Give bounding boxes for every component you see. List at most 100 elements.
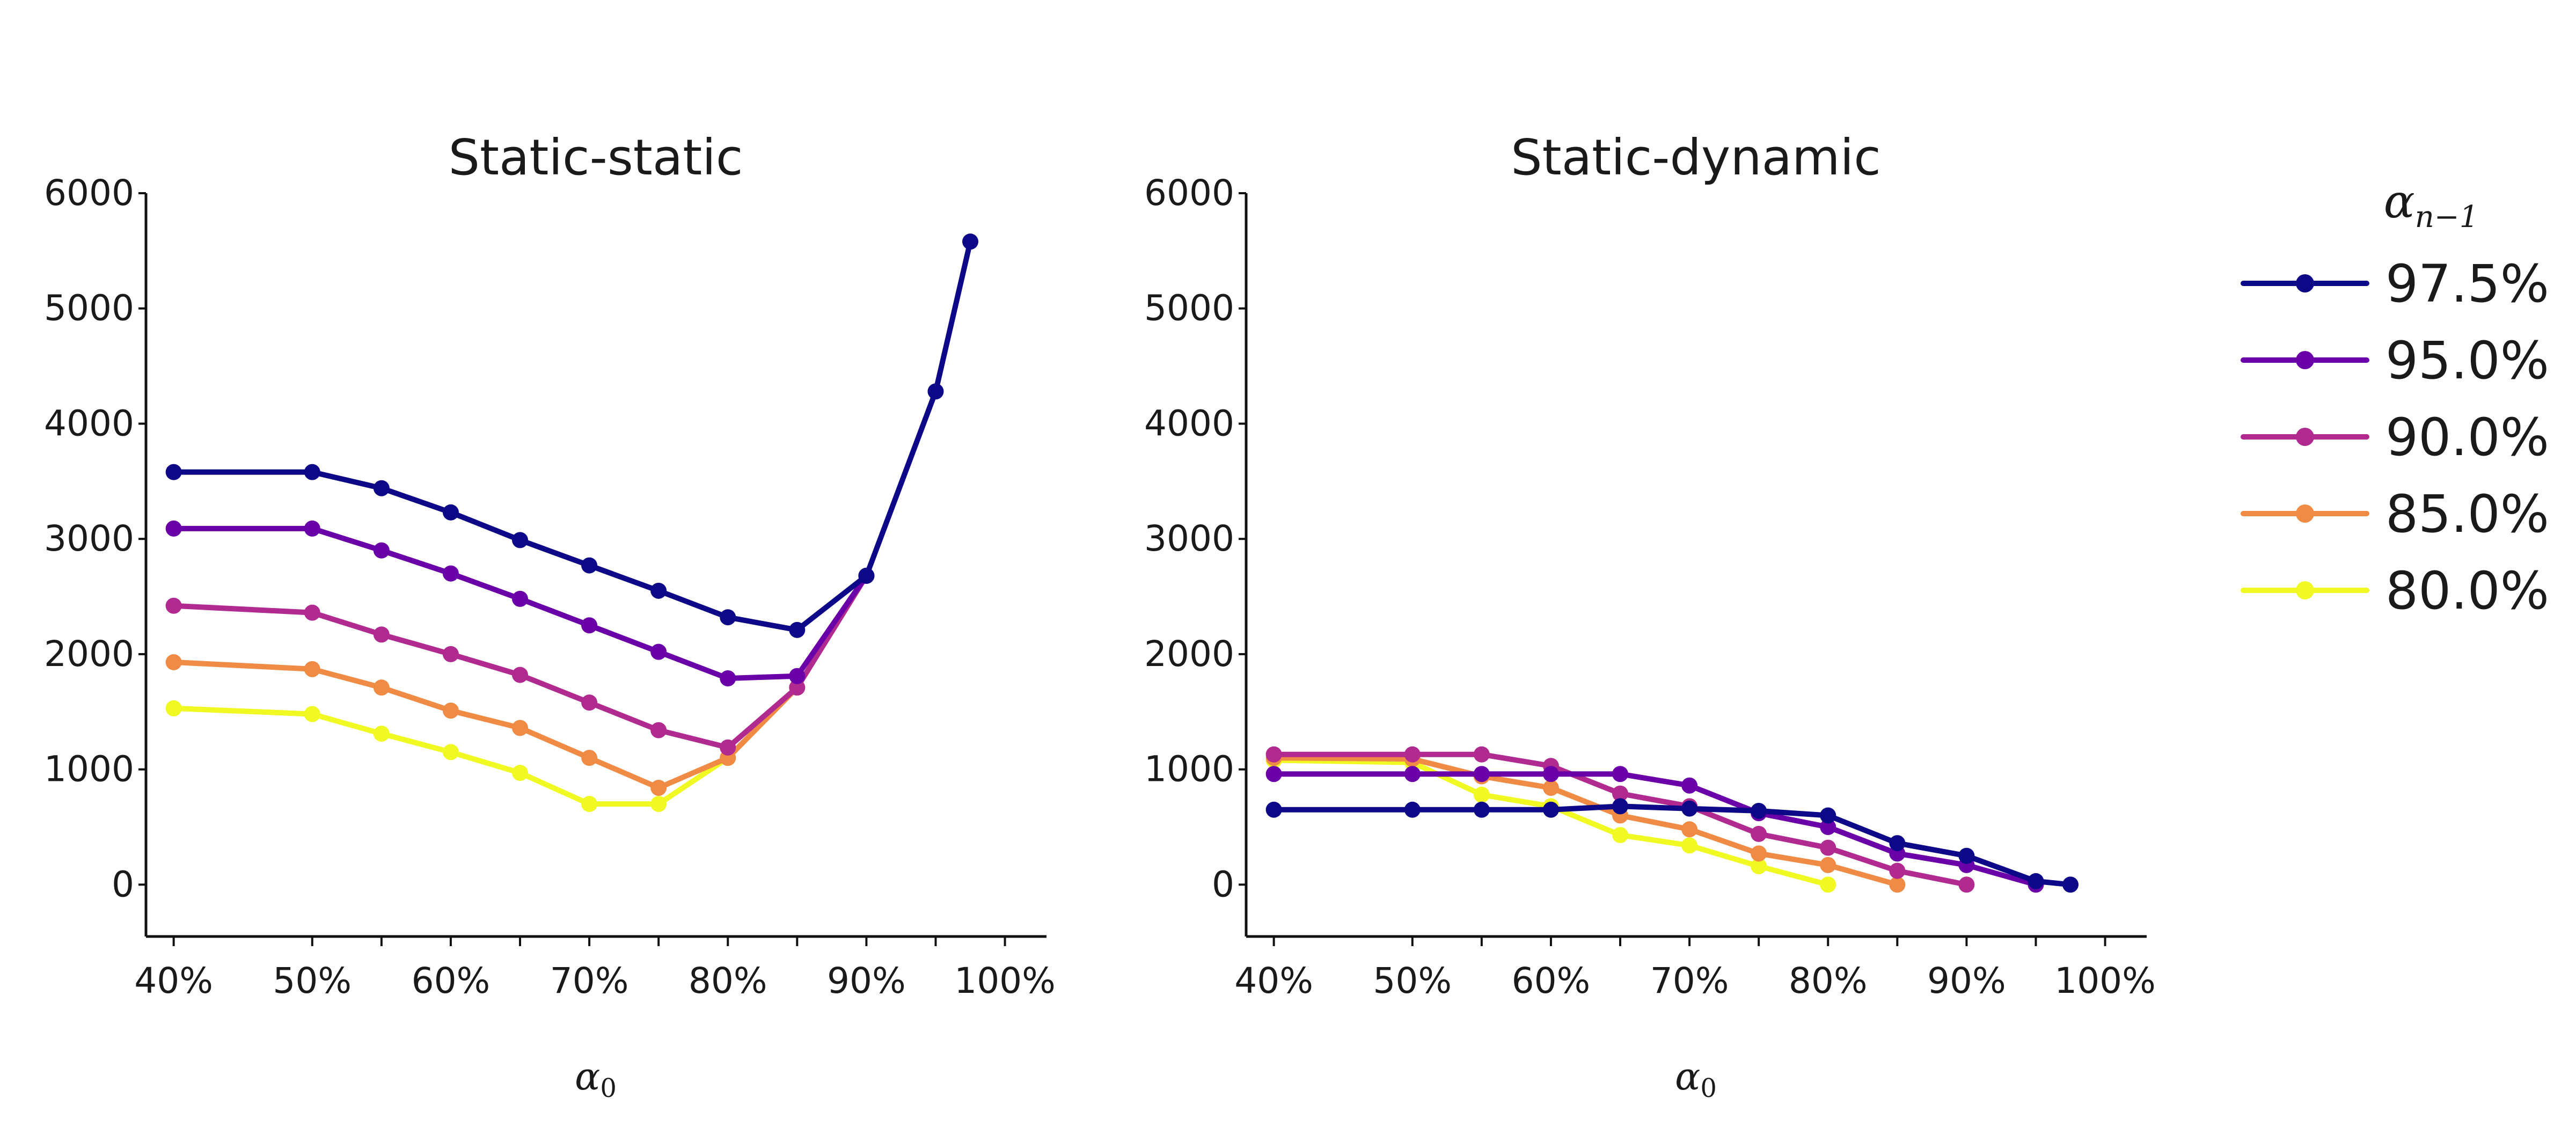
- data-point: [512, 765, 529, 781]
- legend-label: 80.0%: [2385, 561, 2549, 621]
- data-point: [1473, 801, 1490, 818]
- data-point: [1612, 766, 1629, 782]
- data-point: [1404, 801, 1421, 818]
- series-line: [1271, 751, 1970, 888]
- data-point: [165, 464, 182, 480]
- legend-label: 95.0%: [2385, 331, 2549, 391]
- y-tick-label: 2000: [1144, 633, 1234, 675]
- data-point: [789, 621, 806, 638]
- x-tick-label: 40%: [134, 960, 213, 1001]
- series-85.0%: [165, 654, 806, 796]
- y-tick-label: 4000: [44, 402, 134, 444]
- x-tick-label: 70%: [1650, 960, 1729, 1001]
- data-point: [512, 720, 529, 736]
- data-point: [165, 520, 182, 537]
- y-tick-label: 6000: [1144, 172, 1234, 214]
- x-tick-label: 40%: [1234, 960, 1313, 1001]
- data-point: [2062, 876, 2079, 893]
- panel-static-static: Static-static 0 1000 2000 3000 4000 5000 6000 4…: [44, 129, 1056, 1103]
- data-point: [304, 520, 320, 537]
- series-line: [171, 705, 731, 807]
- data-point: [2028, 873, 2044, 889]
- data-point: [650, 796, 667, 813]
- data-point: [1751, 825, 1767, 842]
- x-tick-label: 80%: [689, 960, 767, 1001]
- data-point: [1958, 876, 1975, 893]
- legend-item: 80.0%: [2241, 561, 2549, 621]
- x-tick-label: 50%: [273, 960, 352, 1001]
- data-point: [304, 661, 320, 677]
- data-point: [373, 480, 390, 496]
- legend-item: 90.0%: [2241, 407, 2549, 467]
- legend-swatch-marker: [2296, 428, 2314, 446]
- legend-swatch-marker: [2296, 351, 2314, 369]
- legend-swatch-marker: [2296, 581, 2314, 599]
- y-tick-label: 6000: [44, 172, 134, 214]
- data-point: [720, 609, 736, 626]
- x-tick-label: 50%: [1373, 960, 1452, 1001]
- data-point: [373, 726, 390, 742]
- x-axis-label: α0: [575, 1055, 617, 1103]
- data-point: [720, 739, 736, 756]
- data-point: [165, 700, 182, 716]
- data-point: [1473, 766, 1490, 782]
- data-point: [650, 722, 667, 738]
- data-point: [512, 590, 529, 607]
- series-80.0%: [165, 700, 736, 813]
- data-point: [442, 646, 459, 662]
- data-point: [1612, 827, 1629, 844]
- y-tick-label: 4000: [1144, 402, 1234, 444]
- chart-title: Static-static: [449, 129, 743, 186]
- series-97.5%: [1265, 798, 2079, 893]
- legend-label: 85.0%: [2385, 484, 2549, 544]
- data-point: [1820, 857, 1836, 873]
- data-point: [1681, 800, 1698, 817]
- data-point: [1820, 876, 1836, 893]
- y-tick-label: 3000: [1144, 518, 1234, 559]
- data-point: [1612, 785, 1629, 802]
- data-point: [1820, 807, 1836, 824]
- data-point: [1404, 766, 1421, 782]
- data-point: [581, 750, 598, 766]
- y-tick-label: 2000: [44, 633, 134, 675]
- data-point: [858, 567, 875, 584]
- data-point: [442, 504, 459, 521]
- data-point: [1751, 858, 1767, 875]
- data-point: [1820, 819, 1836, 836]
- data-point: [442, 702, 459, 719]
- data-point: [650, 780, 667, 796]
- series-97.5%: [165, 233, 979, 638]
- x-tick-label: 90%: [1927, 960, 2006, 1001]
- x-tick-label: 90%: [827, 960, 906, 1001]
- y-tick-label: 0: [1212, 863, 1234, 905]
- x-tick-label: 60%: [412, 960, 491, 1001]
- series-line: [171, 573, 869, 750]
- x-tick-label: 100%: [2054, 960, 2156, 1001]
- data-point: [962, 233, 979, 250]
- series-line: [171, 239, 973, 633]
- y-tick-label: 5000: [44, 288, 134, 329]
- data-point: [789, 668, 806, 684]
- y-tick-label: 1000: [1144, 749, 1234, 790]
- data-point: [1751, 845, 1767, 862]
- data-point: [1542, 801, 1559, 818]
- x-axis-label: α0: [1675, 1055, 1717, 1103]
- x-tick-label: 60%: [1512, 960, 1591, 1001]
- data-point: [304, 706, 320, 722]
- data-point: [373, 626, 390, 643]
- y-tick-label: 5000: [1144, 288, 1234, 329]
- data-point: [1265, 766, 1282, 782]
- legend: αn−1 97.5% 95.0% 90.0% 85.0% 80.0%: [2241, 175, 2549, 621]
- series-layer: [1265, 746, 2079, 893]
- data-point: [442, 744, 459, 760]
- data-point: [1751, 802, 1767, 819]
- series-line: [171, 525, 869, 681]
- data-point: [1958, 847, 1975, 864]
- y-tick-label: 0: [112, 863, 134, 905]
- series-95.0%: [1265, 766, 2044, 893]
- y-tick-label: 3000: [44, 518, 134, 559]
- data-point: [1542, 780, 1559, 796]
- data-point: [373, 679, 390, 696]
- data-point: [165, 654, 182, 670]
